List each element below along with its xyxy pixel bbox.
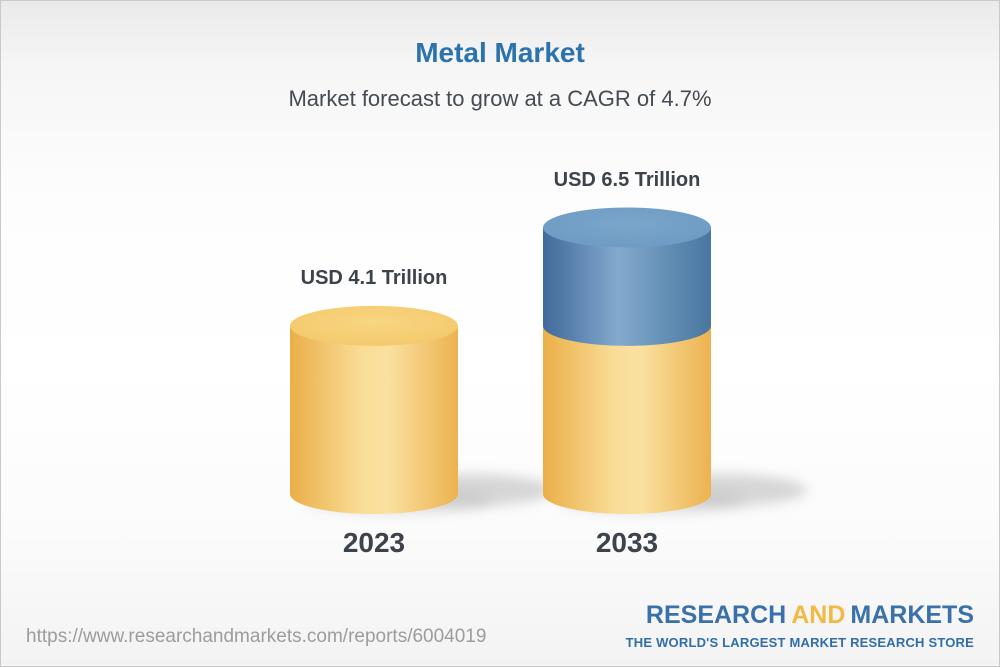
value-label-2023: USD 4.1 Trillion <box>300 266 448 289</box>
page-subtitle: Market forecast to grow at a CAGR of 4.7… <box>288 86 712 111</box>
category-label-2033: 2033 <box>595 527 659 558</box>
brand-logo: RESEARCH AND MARKETS THE WORLD'S LARGEST M… <box>626 601 974 650</box>
value-label-2033: USD 6.5 Trillion <box>553 168 701 191</box>
logo-word-research: RESEARCH <box>645 601 787 629</box>
report-url-link[interactable]: https://www.researchandmarkets.com/repor… <box>26 626 487 647</box>
logo-word-markets: MARKETS <box>850 601 974 629</box>
brand-tagline: THE WORLD'S LARGEST MARKET RESEARCH STOR… <box>625 635 974 650</box>
page-title: Metal Market <box>415 37 585 68</box>
logo-word-and: AND <box>791 601 846 629</box>
brand-wordmark: RESEARCH AND MARKETS <box>626 601 974 629</box>
category-label-2023: 2023 <box>342 527 406 558</box>
